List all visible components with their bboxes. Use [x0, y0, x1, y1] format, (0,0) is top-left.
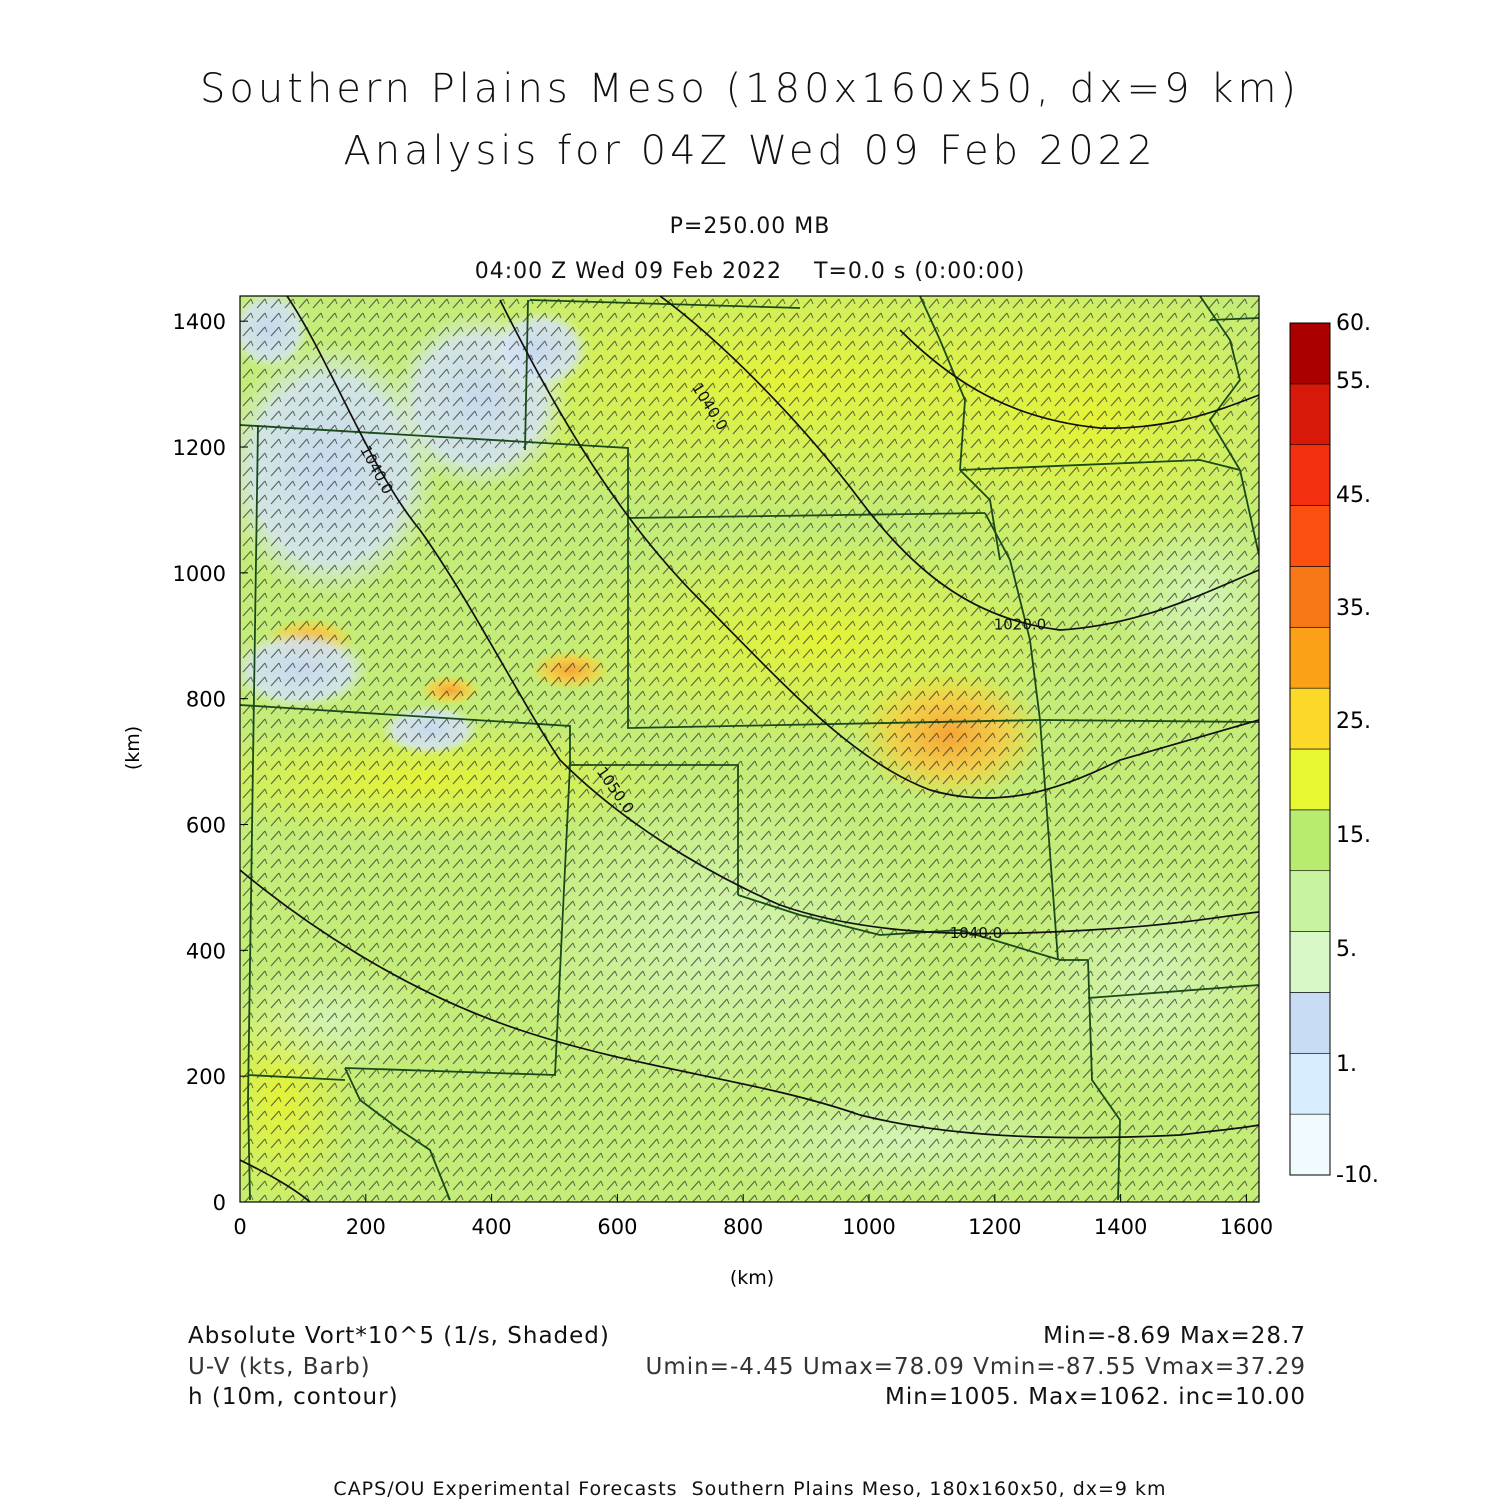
pressure-level: P=250.00 MB	[669, 214, 831, 239]
legend-field2-name: U-V (kts, Barb)	[188, 1354, 371, 1380]
colorbar-label: 55.	[1336, 369, 1371, 394]
colorbar: 60. 55. 45. 35. 25. 15. 5. 1. -10.	[1289, 311, 1379, 1188]
colorbar-label: 45.	[1336, 483, 1371, 508]
y-tick-label: 1200	[173, 436, 226, 460]
colorbar-label: 15.	[1336, 823, 1371, 848]
x-tick-label: 1200	[968, 1215, 1021, 1239]
colorbar-swatch	[1289, 383, 1331, 446]
state-boundaries	[240, 296, 1259, 1201]
colorbar-label: 25.	[1336, 709, 1371, 734]
colorbar-label: 35.	[1336, 596, 1371, 621]
x-tick-label: 400	[472, 1215, 512, 1239]
colorbar-label: 5.	[1336, 937, 1357, 962]
colorbar-label: 60.	[1336, 311, 1371, 336]
wind-barbs	[240, 296, 1259, 1202]
colorbar-swatch	[1289, 748, 1331, 811]
chart-title-line2: Analysis for 04Z Wed 09 Feb 2022	[343, 128, 1157, 174]
y-tick-label: 400	[186, 939, 226, 963]
shaded-vorticity-field	[240, 296, 1259, 1202]
x-tick-label: 1600	[1220, 1215, 1273, 1239]
legend-field3-stats: Min=1005. Max=1062. inc=10.00	[885, 1384, 1306, 1410]
valid-time: 04:00 Z Wed 09 Feb 2022 T=0.0 s (0:00:00…	[474, 259, 1026, 284]
x-axis-label: (km)	[730, 1267, 774, 1289]
colorbar-swatch	[1289, 505, 1331, 567]
colorbar-swatch	[1289, 870, 1331, 932]
colorbar-swatch	[1289, 687, 1331, 750]
colorbar-swatch	[1289, 1052, 1331, 1115]
colorbar-swatch	[1289, 566, 1331, 628]
colorbar-swatch	[1289, 322, 1331, 385]
colorbar-swatch	[1289, 931, 1331, 993]
y-tick-label: 1000	[173, 562, 226, 586]
x-tick-label: 1000	[842, 1215, 895, 1239]
legend-field1-name: Absolute Vort*10^5 (1/s, Shaded)	[188, 1323, 610, 1349]
chart-title-line1: Southern Plains Meso (180x160x50, dx=9 k…	[199, 66, 1301, 112]
y-axis-label: (km)	[122, 726, 144, 770]
footer-credit: CAPS/OU Experimental Forecasts Southern …	[333, 1478, 1167, 1500]
colorbar-swatch	[1289, 992, 1331, 1054]
colorbar-swatch	[1289, 444, 1331, 506]
y-tick-label: 1400	[173, 310, 226, 334]
colorbar-label: -10.	[1336, 1163, 1379, 1188]
colorbar-swatch	[1289, 626, 1331, 689]
x-tick-label: 1400	[1094, 1215, 1147, 1239]
y-axis-ticks: 0 200 400 600 800 1000 1200 1400	[173, 310, 248, 1215]
colorbar-swatch	[1289, 809, 1331, 872]
colorbar-swatch	[1289, 1113, 1331, 1176]
height-contours	[240, 296, 1259, 1202]
x-tick-label: 200	[346, 1215, 386, 1239]
x-tick-label: 0	[233, 1215, 246, 1239]
colorbar-label: 1.	[1336, 1052, 1357, 1077]
legend-field1-stats: Min=-8.69 Max=28.7	[1043, 1323, 1306, 1349]
legend-field3-name: h (10m, contour)	[188, 1384, 399, 1410]
colorbar-frame	[1289, 322, 1331, 1176]
contour-label: 1040.0	[950, 924, 1003, 942]
x-tick-label: 600	[597, 1215, 637, 1239]
y-tick-label: 200	[186, 1065, 226, 1089]
legend-field2-stats: Umin=-4.45 Umax=78.09 Vmin=-87.55 Vmax=3…	[645, 1354, 1306, 1380]
y-tick-label: 0	[213, 1191, 226, 1215]
plot-frame	[239, 295, 1260, 1203]
contour-label: 1020.0	[994, 615, 1047, 633]
x-tick-label: 800	[723, 1215, 763, 1239]
x-axis-ticks: 0 200 400 600 800 1000 1200 1400 1600	[233, 1194, 1273, 1239]
y-tick-label: 600	[186, 814, 226, 838]
y-tick-label: 800	[186, 688, 226, 712]
